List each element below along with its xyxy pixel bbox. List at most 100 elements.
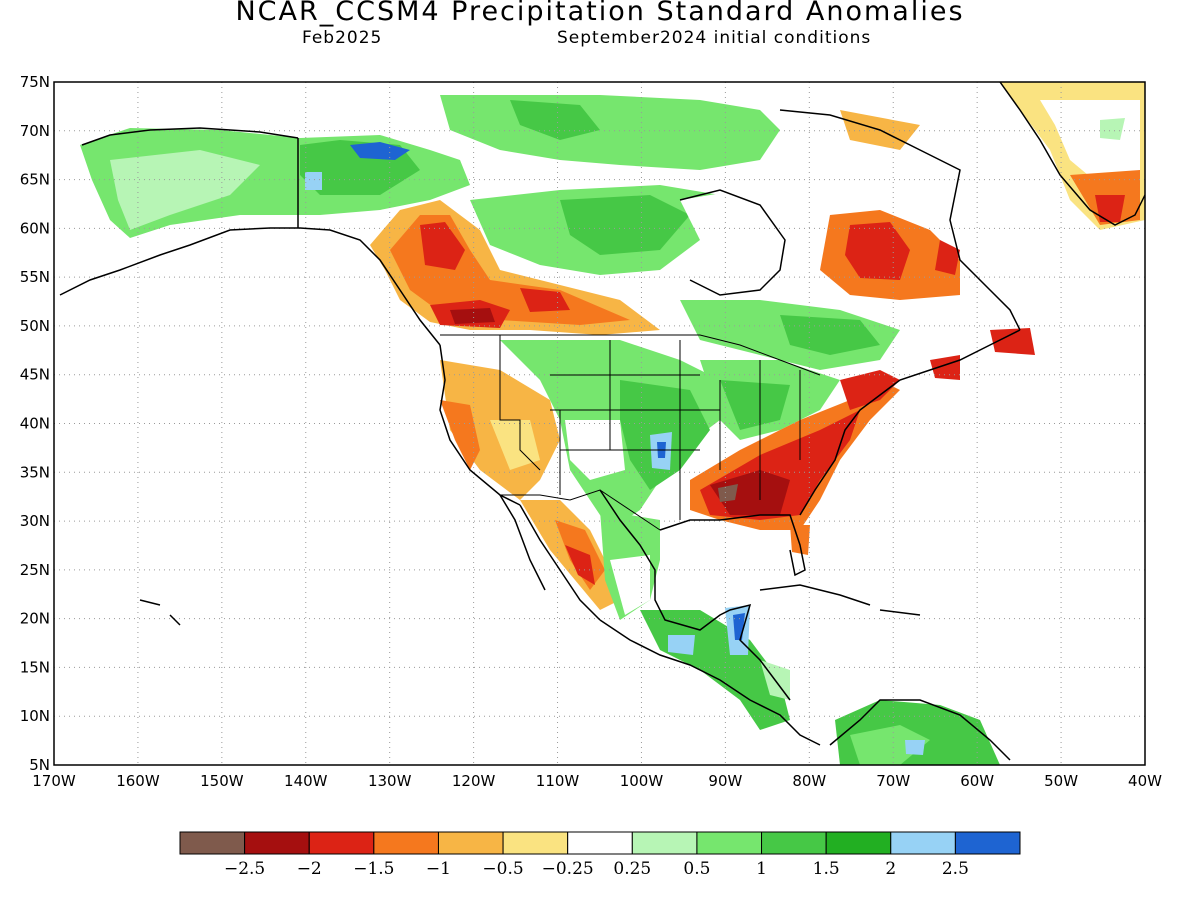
anomaly-region-northeast-dry <box>840 370 900 410</box>
anomaly-region-yukon-lightblue <box>305 172 322 190</box>
anomaly-region-south-america-light <box>850 725 930 765</box>
colorbar-label: −1.5 <box>353 859 394 879</box>
lat-tick-label: 35N <box>20 463 50 481</box>
lat-tick-label: 5N <box>29 756 50 774</box>
coastline-gulf <box>599 489 806 701</box>
colorbar-swatch <box>567 831 633 855</box>
anomaly-region-southeast-extreme <box>710 470 790 515</box>
lat-tick-label: 70N <box>20 122 50 140</box>
lon-tick-label: 170W <box>32 772 76 790</box>
lon-tick-label: 90W <box>708 772 742 790</box>
lon-tick-label: 130W <box>368 772 412 790</box>
colorbar-swatch <box>179 831 246 855</box>
colorbar-label: 0.5 <box>683 859 710 879</box>
chart-title: NCAR_CCSM4 Precipitation Standard Anomal… <box>235 0 965 27</box>
colorbar-label: 0.25 <box>613 859 651 879</box>
colorbar-label: −2.5 <box>224 859 265 879</box>
colorbar-swatch <box>308 831 375 855</box>
colorbar-swatch <box>954 831 1021 855</box>
lat-tick-label: 75N <box>20 73 50 91</box>
coastline-hudson-bay <box>679 189 786 296</box>
colorbar-label: −0.5 <box>482 859 523 879</box>
coastline-south-america <box>829 699 1011 761</box>
anomaly-region-greenland-strong <box>1095 195 1125 222</box>
lon-tick-label: 160W <box>116 772 160 790</box>
anomaly-region-florida-dry <box>790 525 810 555</box>
colorbar-label: −1 <box>426 859 451 879</box>
coastline-cuba <box>759 584 921 616</box>
colorbar-swatch <box>244 831 310 855</box>
coastline-hawaii <box>139 599 181 626</box>
lat-tick-label: 60N <box>20 219 50 237</box>
anomaly-region-midwest-dark <box>720 380 790 430</box>
colorbar-swatch <box>373 831 439 855</box>
colorbar-swatch <box>437 831 504 855</box>
anomaly-region-ontario-dark <box>780 315 880 355</box>
colorbar-swatch <box>696 831 763 855</box>
coastline-us-east <box>799 329 1021 516</box>
lon-tick-label: 140W <box>284 772 328 790</box>
map-frame <box>53 81 1146 766</box>
anomaly-region-mexico-west-strong <box>565 545 595 585</box>
lat-tick-label: 45N <box>20 366 50 384</box>
anomaly-region-bc-extreme <box>450 308 495 324</box>
anomaly-region-maritimes-dry <box>930 355 960 380</box>
lat-tick-label: 10N <box>20 707 50 725</box>
anomaly-region-alberta-strong <box>520 288 570 312</box>
anomaly-field <box>80 82 1145 765</box>
coastline-greenland <box>999 82 1145 226</box>
lon-tick-label: 50W <box>1044 772 1078 790</box>
anomaly-region-arctic-dark <box>510 100 600 140</box>
colorbar-swatch <box>502 831 569 855</box>
coastline-mexico-west <box>599 619 821 746</box>
lat-tick-label: 55N <box>20 268 50 286</box>
anomaly-region-bc-strong <box>420 222 465 270</box>
colorbar-label: 2 <box>885 859 896 879</box>
lat-tick-label: 30N <box>20 512 50 530</box>
longitude-axis: 170W 160W 150W 140W 130W 120W 110W 100W 90W 80W 70… <box>32 772 1162 790</box>
anomaly-region-chiapas-lightblue <box>668 635 695 655</box>
lat-tick-label: 15N <box>20 658 50 676</box>
lon-tick-label: 110W <box>536 772 580 790</box>
colorbar-swatch <box>890 831 956 855</box>
colorbar-label: −2 <box>297 859 322 879</box>
colorbar-swatch <box>761 831 827 855</box>
anomaly-region-yukon-blue <box>350 142 410 160</box>
anomaly-region-venezuela-lightblue <box>905 740 925 755</box>
anomaly-region-alaska-light <box>110 150 260 230</box>
initial-conditions-label: September2024 initial conditions <box>557 28 872 48</box>
coastline-baja <box>499 494 601 621</box>
lat-tick-label: 40N <box>20 415 50 433</box>
lat-tick-label: 20N <box>20 610 50 628</box>
colorbar-label: −0.25 <box>542 859 594 879</box>
colorbar-label: 1 <box>756 859 767 879</box>
lon-tick-label: 70W <box>876 772 910 790</box>
lat-tick-label: 65N <box>20 171 50 189</box>
coastlines <box>59 82 1145 761</box>
colorbar-swatch <box>825 831 892 855</box>
lon-tick-label: 40W <box>1128 772 1162 790</box>
state-borders <box>440 334 821 531</box>
anomaly-region-greenland-wet <box>1100 118 1125 140</box>
lat-tick-label: 25N <box>20 561 50 579</box>
anomaly-region-central-canada-dark <box>560 195 690 255</box>
anomaly-region-california-moderate <box>440 400 480 470</box>
anomaly-region-quebec-strong <box>845 222 910 280</box>
valid-month-label: Feb2025 <box>302 28 383 48</box>
colorbar-label: 1.5 <box>813 859 840 879</box>
border-us-canada <box>440 334 821 376</box>
coastline-alaska <box>59 127 441 346</box>
colorbar-swatch <box>631 831 698 855</box>
lon-tick-label: 100W <box>620 772 664 790</box>
anomaly-region-hudson-neutral <box>680 190 780 290</box>
colorbar-label: 2.5 <box>942 859 969 879</box>
anomaly-region-arctic-wet <box>440 95 780 170</box>
lon-tick-label: 120W <box>452 772 496 790</box>
border-us-mexico <box>500 489 661 531</box>
border-us-states <box>499 335 801 520</box>
lat-tick-label: 50N <box>20 317 50 335</box>
anomaly-region-newfoundland-dry <box>990 328 1035 355</box>
anomaly-region-labrador-dry <box>935 240 960 275</box>
anomaly-region-southeast-core <box>718 484 738 502</box>
